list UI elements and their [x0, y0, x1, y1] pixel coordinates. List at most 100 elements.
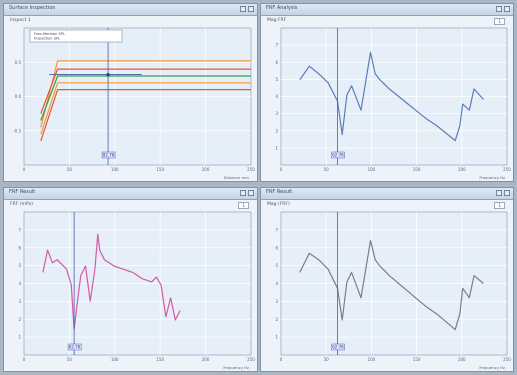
plot-area[interactable]: 0 50 100 150 200 250 7 6 5 4 3 2 1 62.76 Frequency Hz: [6, 200, 257, 371]
cursor-label-box: [67, 343, 82, 351]
panel-top-left: Surface Inspection Inspect 1 0 50 100 150 20…: [3, 3, 258, 182]
axis-footer-label: Frequency Hz: [479, 365, 505, 370]
x-tick-label: 150: [413, 167, 421, 172]
plot-header: Inspect 1: [10, 18, 31, 23]
plot-area[interactable]: 0 50 100 150 200 250 7 6 5 4 3 2 1 62.76 Frequency Hz: [263, 16, 513, 181]
panel-titlebar[interactable]: Surface Inspection: [4, 4, 257, 16]
cursor-label: 82.76: [103, 152, 115, 157]
plot-header: Mag (FRF): [267, 202, 290, 207]
legend-box[interactable]: 1: [494, 202, 505, 209]
x-tick-label: 250: [247, 167, 255, 172]
y-tick-label: 5: [275, 263, 278, 268]
x-tick-label: 100: [368, 357, 376, 362]
maximize-icon[interactable]: [504, 190, 510, 196]
axis-footer-label: Frequency Hz: [223, 365, 249, 370]
y-tick-label: 1: [275, 335, 278, 340]
cursor-label: 62.76: [332, 344, 344, 349]
panel-title: Surface Inspection: [9, 5, 56, 11]
x-tick-label: 250: [503, 167, 511, 172]
y-tick-label: 3: [275, 111, 278, 116]
y-tick-label: 1: [275, 145, 278, 150]
panel-bottom-right: FRF Result Mag (FRF) 1 0 50 100 150 200 250 7 6…: [260, 187, 514, 372]
y-tick-label: 0.0: [15, 94, 22, 99]
axis-footer-label: Distance mm: [224, 175, 250, 180]
plot-header: FRF (mPa): [10, 202, 33, 207]
axis-footer-label: Frequency Hz: [479, 175, 505, 180]
y-tick-label: 0.5: [15, 60, 22, 65]
series-line: [40, 68, 251, 114]
panel-bottom-left: FRF Result FRF (mPa) 1 0 50 100 150 200 250 7 6…: [3, 187, 258, 372]
y-tick-label: 6: [275, 60, 278, 65]
cursor-label-box: [101, 151, 116, 159]
y-tick-label: 7: [18, 227, 21, 232]
measurement-marker: [106, 72, 110, 77]
x-tick-label: 200: [458, 167, 466, 172]
y-tick-label: 3: [18, 299, 21, 304]
minimize-icon[interactable]: [496, 190, 502, 196]
panel-titlebar[interactable]: FRF Result: [4, 188, 257, 200]
cursor-label-box: [331, 343, 345, 351]
series-line: [40, 75, 251, 121]
y-tick-label: 1: [18, 335, 21, 340]
series-line: [40, 82, 251, 135]
y-tick-label: 6: [275, 245, 278, 250]
x-tick-label: 50: [67, 357, 73, 362]
window-controls: [240, 6, 254, 12]
window-controls: [496, 6, 510, 12]
window-controls: [240, 190, 254, 196]
plot-area[interactable]: 0 50 100 150 200 250 7 6 5 4 3 2 1 62.76 Frequency Hz: [263, 200, 513, 371]
x-tick-label: 200: [202, 357, 210, 362]
panel-title: FRF Result: [266, 189, 293, 195]
panel-titlebar[interactable]: FRF Result: [261, 188, 513, 200]
y-tick-label: 6: [18, 245, 21, 250]
y-tick-label: 4: [275, 94, 278, 99]
y-tick-label: 7: [275, 43, 278, 48]
panel-title: FRF Analysis: [266, 5, 298, 11]
maximize-icon[interactable]: [248, 190, 254, 196]
plot-area[interactable]: 0 50 100 150 200 250 0.5 0.0 -0.5 82.76 Distance m…: [6, 16, 257, 181]
panel-title: FRF Result: [9, 189, 36, 195]
x-tick-label: 250: [247, 357, 255, 362]
x-tick-label: 50: [324, 357, 330, 362]
y-tick-label: 3: [275, 299, 278, 304]
x-tick-label: 100: [111, 167, 119, 172]
x-tick-label: 250: [503, 357, 511, 362]
legend-box[interactable]: 1: [238, 202, 249, 209]
panel-titlebar[interactable]: FRF Analysis: [261, 4, 513, 16]
cursor-label-box: [331, 151, 345, 159]
x-tick-label: 150: [156, 357, 164, 362]
x-tick-label: 150: [156, 167, 164, 172]
y-tick-label: -0.5: [13, 128, 21, 133]
y-tick-label: 2: [275, 128, 278, 133]
x-tick-label: 200: [458, 357, 466, 362]
y-tick-label: 5: [275, 77, 278, 82]
maximize-icon[interactable]: [248, 6, 254, 12]
maximize-icon[interactable]: [504, 6, 510, 12]
x-tick-label: 100: [368, 167, 376, 172]
cursor-label: 62.76: [332, 152, 344, 157]
legend-entry: Free-Mention SPL: [34, 32, 65, 36]
window-controls: [496, 190, 510, 196]
y-tick-label: 2: [18, 317, 21, 322]
minimize-icon[interactable]: [240, 6, 246, 12]
x-tick-label: 0: [23, 357, 26, 362]
y-tick-label: 5: [18, 263, 21, 268]
x-tick-label: 150: [413, 357, 421, 362]
x-tick-label: 50: [67, 167, 73, 172]
y-tick-label: 4: [18, 281, 21, 286]
minimize-icon[interactable]: [240, 190, 246, 196]
x-tick-label: 200: [202, 167, 210, 172]
legend-box[interactable]: 1: [494, 18, 505, 25]
cursor-label: 62.76: [69, 344, 81, 349]
x-tick-label: 100: [111, 357, 119, 362]
plot-header: Mag FRF: [267, 18, 287, 23]
x-tick-label: 50: [324, 167, 330, 172]
series-line: [40, 88, 251, 142]
x-tick-label: 0: [23, 167, 26, 172]
panel-top-right: FRF Analysis Mag FRF 1 0 50 100 150 200 250 7 6…: [260, 3, 514, 182]
x-tick-label: 0: [280, 167, 283, 172]
y-tick-label: 7: [275, 227, 278, 232]
legend-entry: Inspection SPL: [34, 37, 60, 41]
minimize-icon[interactable]: [496, 6, 502, 12]
y-tick-label: 2: [275, 317, 278, 322]
